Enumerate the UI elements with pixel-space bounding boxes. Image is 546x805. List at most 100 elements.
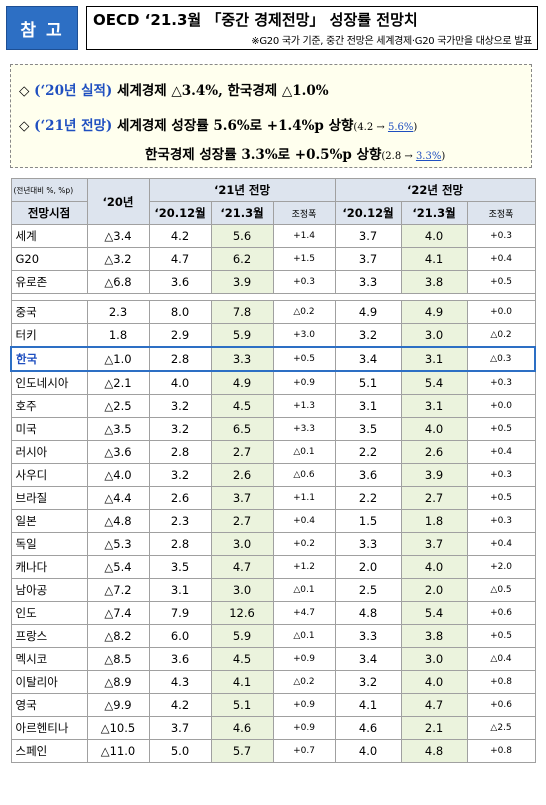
value-cell-c: △0.1 (272, 578, 336, 602)
value-cell-c: +0.5 (272, 346, 336, 372)
value-cell-y20: △3.6 (86, 440, 150, 464)
value-cell-a: 3.6 (148, 270, 212, 294)
country-name: 캐나다 (10, 555, 88, 579)
value-cell-b: 5.7 (210, 739, 274, 763)
value-cell-f: +0.3 (466, 224, 536, 248)
value-cell-e: 4.0 (400, 555, 468, 579)
value-cell-d: 3.1 (334, 394, 402, 418)
value-cell-y20: △6.8 (86, 270, 150, 294)
value-cell-a: 4.0 (148, 370, 212, 395)
value-cell-y20: △10.5 (86, 716, 150, 740)
value-cell-d: 1.5 (334, 509, 402, 533)
value-cell-b: 6.5 (210, 417, 274, 441)
value-cell-y20: △1.0 (86, 346, 150, 372)
value-cell-d: 3.3 (334, 624, 402, 648)
table-row: 독일 △5.3 2.8 3.0 +0.2 3.3 3.7 +0.4 (10, 532, 536, 556)
summary-box: ◇ (‘20년 실적) 세계경제 △3.4%, 한국경제 △1.0% ◇ (‘2… (10, 64, 532, 168)
summary-line-korea: 한국경제 성장률 3.3%로 +0.5%p 상향(2.8 → 3.3%) (145, 143, 445, 163)
value-cell-y20: △4.0 (86, 463, 150, 487)
value-cell-c: +1.3 (272, 394, 336, 418)
value-cell-c: △0.1 (272, 624, 336, 648)
unit-label: (전년대비 %, %p) (10, 178, 88, 202)
value-cell-b: 4.1 (210, 670, 274, 694)
country-name: 이탈리아 (10, 670, 88, 694)
table-row: 호주 △2.5 3.2 4.5 +1.3 3.1 3.1 +0.0 (10, 394, 536, 418)
country-name: 사우디 (10, 463, 88, 487)
value-cell-b: 7.8 (210, 300, 274, 324)
value-cell-b: 3.0 (210, 532, 274, 556)
value-cell-e: 2.0 (400, 578, 468, 602)
value-cell-d: 3.4 (334, 647, 402, 671)
value-cell-b: 4.5 (210, 647, 274, 671)
value-cell-c: +0.9 (272, 716, 336, 740)
value-cell-b: 4.9 (210, 370, 274, 395)
value-cell-y20: △9.9 (86, 693, 150, 717)
value-cell-e: 3.7 (400, 532, 468, 556)
value-cell-f: +0.0 (466, 394, 536, 418)
value-cell-y20: △3.4 (86, 224, 150, 248)
value-cell-y20: 2.3 (86, 300, 150, 324)
value-cell-y20: △7.2 (86, 578, 150, 602)
value-cell-b: 4.6 (210, 716, 274, 740)
value-cell-f: +0.5 (466, 270, 536, 294)
table-row: 브라질 △4.4 2.6 3.7 +1.1 2.2 2.7 +0.5 (10, 486, 536, 510)
value-cell-c: +0.4 (272, 509, 336, 533)
value-cell-e: 4.0 (400, 224, 468, 248)
value-cell-b: 2.6 (210, 463, 274, 487)
table-row: 이탈리아 △8.9 4.3 4.1 △0.2 3.2 4.0 +0.8 (10, 670, 536, 694)
title-box: OECD ‘21.3월 「중간 경제전망」 성장률 전망치 ※G20 국가 기준… (86, 6, 538, 50)
value-cell-f: +0.4 (466, 532, 536, 556)
value-cell-d: 2.0 (334, 555, 402, 579)
value-cell-d: 3.6 (334, 463, 402, 487)
value-cell-a: 3.2 (148, 417, 212, 441)
value-cell-d: 3.3 (334, 532, 402, 556)
value-cell-a: 3.6 (148, 647, 212, 671)
value-cell-f: +0.3 (466, 509, 536, 533)
value-cell-b: 5.6 (210, 224, 274, 248)
country-name: 독일 (10, 532, 88, 556)
page-title: OECD ‘21.3월 「중간 경제전망」 성장률 전망치 (93, 11, 418, 29)
table-row: 유로존 △6.8 3.6 3.9 +0.3 3.3 3.8 +0.5 (10, 270, 536, 294)
value-cell-b: 5.9 (210, 624, 274, 648)
value-cell-d: 4.6 (334, 716, 402, 740)
value-cell-a: 2.6 (148, 486, 212, 510)
value-cell-f: +0.4 (466, 440, 536, 464)
value-cell-y20: △8.2 (86, 624, 150, 648)
value-cell-f: △0.2 (466, 323, 536, 348)
diamond-icon: ◇ (19, 118, 30, 134)
group-header-2021: ‘21년 전망 (148, 178, 336, 202)
value-cell-f: +0.0 (466, 300, 536, 324)
value-cell-a: 4.3 (148, 670, 212, 694)
value-cell-a: 3.2 (148, 394, 212, 418)
summary-text-korea: 한국경제 성장률 3.3%로 +0.5%p 상향 (145, 147, 382, 163)
value-cell-y20: △4.8 (86, 509, 150, 533)
summary-korea-paren-open: (2.8 → (381, 151, 416, 162)
value-cell-a: 2.9 (148, 323, 212, 348)
summary-world-paren-open: (4.2 → (353, 122, 388, 133)
value-cell-b: 12.6 (210, 601, 274, 625)
value-cell-y20: △8.5 (86, 647, 150, 671)
value-cell-y20: △5.3 (86, 532, 150, 556)
col-header-2021-adj: 조정폭 (272, 201, 336, 225)
value-cell-e: 2.1 (400, 716, 468, 740)
value-cell-b: 5.1 (210, 693, 274, 717)
value-cell-f: △0.3 (466, 346, 537, 372)
title-note: ※G20 국가 기준, 중간 전망은 세계경제·G20 국가만을 대상으로 발표 (251, 36, 532, 47)
value-cell-c: +0.7 (272, 739, 336, 763)
col-header-2022-adj: 조정폭 (466, 201, 536, 225)
country-name: 인도 (10, 601, 88, 625)
value-cell-b: 3.0 (210, 578, 274, 602)
value-cell-f: △0.4 (466, 647, 536, 671)
value-cell-d: 3.5 (334, 417, 402, 441)
growth-forecast-table: (전년대비 %, %p) ‘20년 ‘21년 전망 ‘22년 전망 전망시점 ‘… (10, 178, 537, 763)
value-cell-d: 4.9 (334, 300, 402, 324)
value-cell-a: 3.1 (148, 578, 212, 602)
table-row: 한국 △1.0 2.8 3.3 +0.5 3.4 3.1 △0.3 (10, 346, 537, 372)
country-name: 러시아 (10, 440, 88, 464)
value-cell-d: 4.1 (334, 693, 402, 717)
summary-line-2021: ◇ (‘21년 전망) 세계경제 성장률 5.6%로 +1.4%p 상향(4.2… (19, 114, 417, 134)
value-cell-c: △0.6 (272, 463, 336, 487)
value-cell-y20: △5.4 (86, 555, 150, 579)
separator-cell (10, 293, 536, 301)
value-cell-b: 4.5 (210, 394, 274, 418)
